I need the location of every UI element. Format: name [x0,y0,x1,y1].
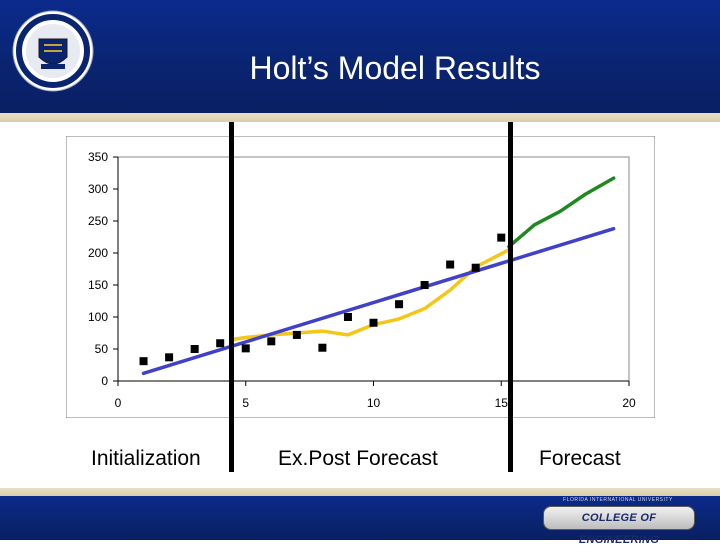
y-tick-label: 200 [88,246,108,260]
data-point [318,343,327,352]
forecast-divider [508,122,513,472]
data-point [267,337,276,346]
initialization-divider [229,122,234,472]
data-point [241,344,250,353]
y-tick-label: 0 [101,374,108,388]
data-point [190,345,199,353]
series-line-2 [141,226,616,376]
data-point [216,339,225,348]
initialization-label: Initialization [91,447,201,470]
data-point [471,263,480,272]
x-tick-label: 0 [115,396,122,410]
x-tick-label: 10 [367,396,381,410]
data-point [343,313,352,321]
data-point [292,330,301,339]
college-badge: COLLEGE OF ENGINEERING [543,506,695,546]
data-point [139,357,148,366]
data-point [420,281,429,289]
page-title: Holt’s Model Results [249,50,541,86]
chart-svg: 0 50 100 150 200 250 300 350 0 5 10 15 20 [66,136,655,418]
x-tick-label: 5 [242,396,249,410]
y-tick-label: 150 [88,278,108,292]
data-point [497,233,506,242]
y-tick-label: 350 [88,150,108,164]
y-tick-label: 50 [95,342,109,356]
data-point [369,318,378,327]
y-tick-label: 250 [88,214,108,228]
x-tick-label: 20 [622,396,636,410]
data-point [446,260,455,269]
y-tick-label: 300 [88,182,108,196]
series-line-1 [507,176,616,249]
y-tick-label: 100 [88,310,108,324]
footer-divider [0,488,720,496]
header-divider [0,113,720,122]
data-point [395,300,404,309]
data-point [165,353,174,362]
university-seal-icon [12,10,94,92]
chart-area: 0 50 100 150 200 250 300 350 0 5 10 15 20 [66,136,655,418]
chart-frame [66,136,655,418]
header-bar [0,0,720,113]
forecast-label: Forecast [539,447,621,470]
expost-forecast-label: Ex.Post Forecast [278,447,438,470]
college-badge-caption: FLORIDA INTERNATIONAL UNIVERSITY [563,497,673,503]
x-tick-label: 15 [495,396,509,410]
